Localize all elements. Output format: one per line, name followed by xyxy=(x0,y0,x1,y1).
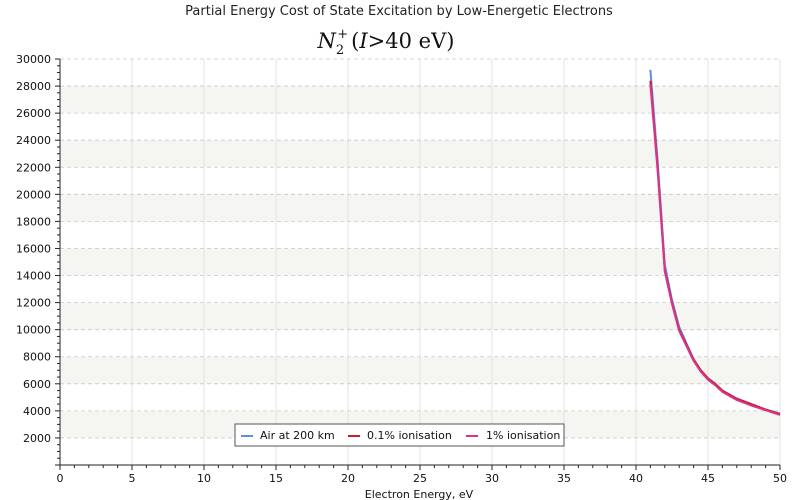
x-tick-label: 25 xyxy=(413,472,427,485)
subtitle-superscript: + xyxy=(337,27,348,42)
subtitle-species: N xyxy=(317,29,337,53)
x-tick-label: 5 xyxy=(129,472,136,485)
x-tick-label: 20 xyxy=(341,472,355,485)
legend-label-air-200km: Air at 200 km xyxy=(260,429,335,442)
legend-label-1-ionisation: 1% ionisation xyxy=(486,429,560,442)
y-tick-label: 26000 xyxy=(16,107,51,120)
x-axis-ticks: 0 5 10 15 20 25 30 35 40 45 50 xyxy=(57,465,787,485)
grid-lines xyxy=(60,58,781,465)
subtitle-condition-unit: eV xyxy=(419,29,447,53)
y-tick-label: 20000 xyxy=(16,188,51,201)
y-tick-label: 14000 xyxy=(16,270,51,283)
x-tick-label: 15 xyxy=(269,472,283,485)
x-tick-label: 45 xyxy=(701,472,715,485)
x-tick-label: 30 xyxy=(485,472,499,485)
legend-box xyxy=(234,423,565,447)
subtitle-condition-value: 40 xyxy=(385,29,412,53)
y-tick-label: 16000 xyxy=(16,242,51,255)
y-tick-label: 12000 xyxy=(16,297,51,310)
x-tick-label: 40 xyxy=(629,472,643,485)
legend-label-0-1-ionisation: 0.1% ionisation xyxy=(367,429,452,442)
y-tick-label: 6000 xyxy=(23,378,51,391)
series-1-ionisation xyxy=(649,84,781,416)
chart-subtitle: N2+ (I>40 eV) xyxy=(317,27,455,58)
legend: Air at 200 km 0.1% ionisation 1% ionisat… xyxy=(234,423,565,447)
y-tick-label: 28000 xyxy=(16,80,51,93)
x-tick-label: 50 xyxy=(773,472,787,485)
y-tick-label: 8000 xyxy=(23,351,51,364)
y-tick-label: 18000 xyxy=(16,215,51,228)
x-tick-label: 10 xyxy=(197,472,211,485)
y-tick-label: 22000 xyxy=(16,161,51,174)
y-axis-ticks: 2000 4000 6000 8000 10000 12000 14000 16000 1800… xyxy=(16,53,60,466)
x-tick-label: 0 xyxy=(57,472,64,485)
y-tick-label: 2000 xyxy=(23,432,51,445)
x-axis-label: Electron Energy, eV xyxy=(365,488,474,500)
y-tick-label: 24000 xyxy=(16,134,51,147)
subtitle-subscript: 2 xyxy=(336,43,344,58)
y-tick-label: 30000 xyxy=(16,53,51,66)
y-tick-label: 10000 xyxy=(16,324,51,337)
y-tick-label: 4000 xyxy=(23,405,51,418)
subtitle-condition-var: I xyxy=(358,29,368,53)
subtitle-condition-op: > xyxy=(368,29,386,53)
series-layer xyxy=(649,69,781,416)
chart-title: Partial Energy Cost of State Excitation … xyxy=(185,4,613,19)
x-tick-label: 35 xyxy=(557,472,571,485)
